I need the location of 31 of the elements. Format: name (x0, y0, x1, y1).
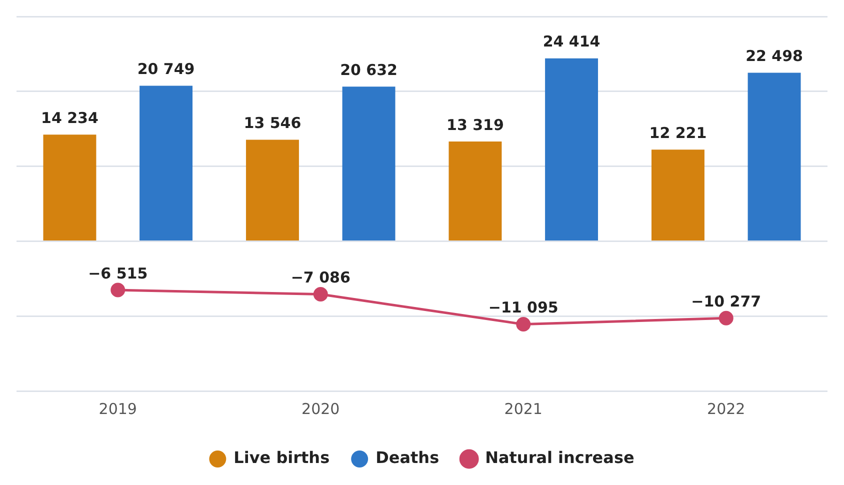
bar (448, 141, 502, 240)
x-tick-label: 2019 (98, 400, 137, 418)
point (313, 287, 328, 302)
bar (140, 86, 193, 240)
x-tick-label: 2022 (707, 400, 746, 418)
point (718, 310, 734, 326)
data-label: 13 319 (446, 116, 504, 134)
point (516, 317, 531, 332)
bar (246, 140, 299, 240)
data-label: −7 086 (290, 268, 350, 287)
legend-label: Live births (234, 448, 330, 468)
data-label: −6 515 (88, 264, 148, 282)
legend-label: Deaths (376, 448, 440, 468)
data-label: 12 221 (649, 124, 707, 142)
data-label: 22 498 (746, 47, 803, 66)
data-label: 20 749 (137, 60, 195, 78)
bar (545, 58, 598, 240)
legend-label: Natural increase (485, 448, 634, 468)
data-label: 24 414 (542, 32, 600, 51)
data-label: 13 546 (244, 114, 302, 132)
x-tick-label: 2020 (302, 400, 340, 418)
data-label: 14 234 (41, 108, 98, 127)
data-label: −10 277 (691, 292, 762, 311)
x-tick-label: 2021 (504, 400, 542, 418)
bar (342, 86, 396, 240)
bar (651, 150, 704, 240)
data-label: 20 632 (340, 61, 398, 80)
bar (43, 134, 96, 240)
data-label: −11 095 (488, 298, 558, 317)
point (110, 282, 126, 298)
bar (748, 72, 801, 240)
